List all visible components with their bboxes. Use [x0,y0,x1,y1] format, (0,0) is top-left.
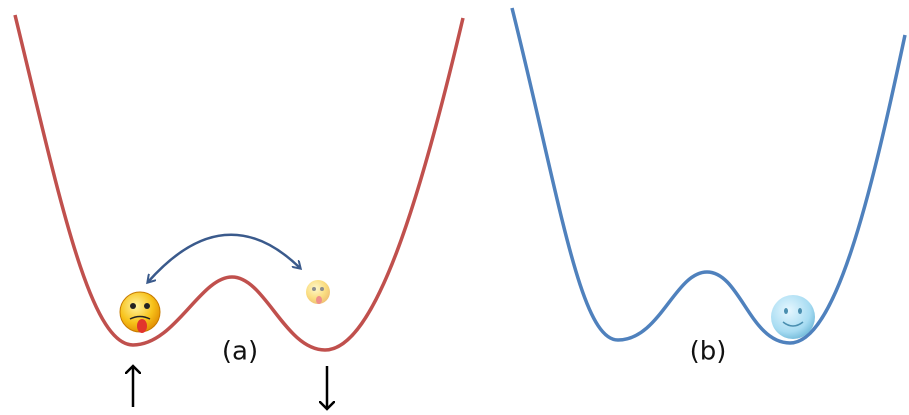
happy-ball [771,295,815,339]
panel-label: (b) [690,337,727,367]
faded-face [306,280,330,304]
panel-label: (a) [222,337,258,367]
potential-curve-a [13,14,465,352]
exchange-arrow [147,233,300,283]
sad-face [119,291,161,333]
potential-curve-b [510,7,907,345]
